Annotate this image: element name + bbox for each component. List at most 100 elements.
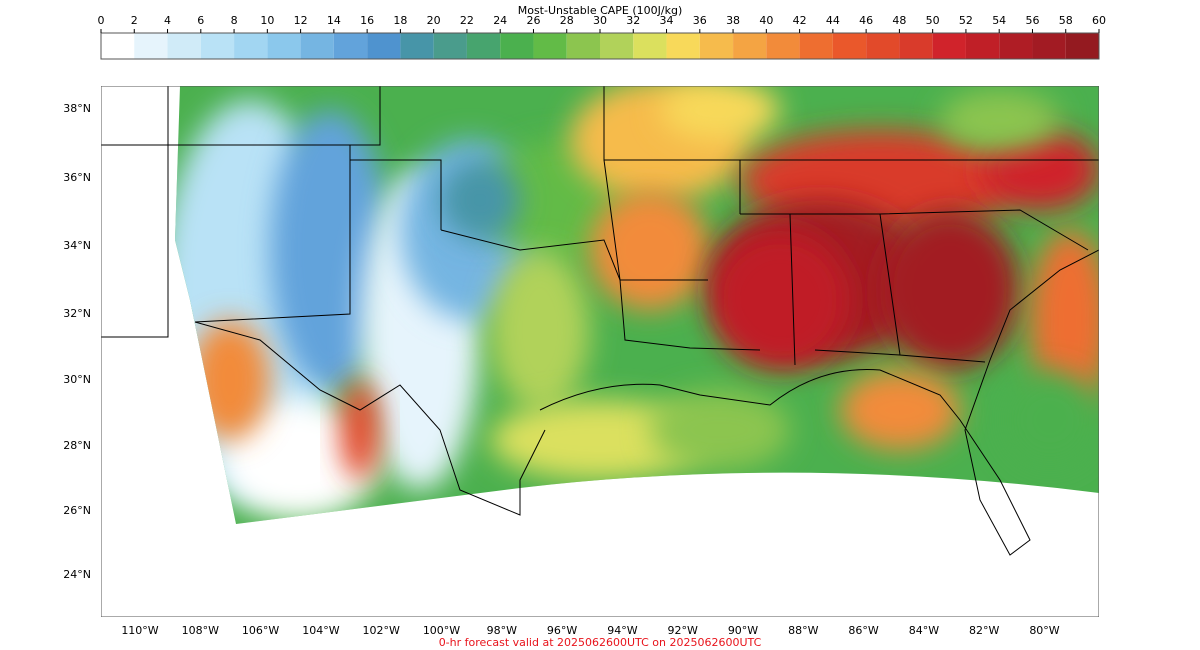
- colorbar-tick-label: 48: [892, 14, 906, 27]
- lon-label: 108°W: [182, 624, 219, 637]
- field-blob: [650, 390, 790, 470]
- field-blob: [980, 130, 1099, 210]
- field-blob: [340, 380, 380, 480]
- colorbar-bin: [766, 33, 800, 59]
- colorbar-bin: [733, 33, 767, 59]
- colorbar-bin: [134, 33, 168, 59]
- colorbar-bin: [899, 33, 933, 59]
- colorbar-tick-label: 24: [493, 14, 507, 27]
- colorbar-bin: [932, 33, 966, 59]
- colorbar-bin: [566, 33, 600, 59]
- lon-label: 84°W: [909, 624, 939, 637]
- lon-label: 80°W: [1029, 624, 1059, 637]
- map: [101, 86, 1099, 617]
- lon-label: 96°W: [547, 624, 577, 637]
- colorbar-tick-label: 0: [98, 14, 105, 27]
- lon-label: 90°W: [728, 624, 758, 637]
- lat-labels: 38°N 36°N 34°N 32°N 30°N 28°N 26°N 24°N: [63, 102, 91, 581]
- colorbar-tick-label: 52: [959, 14, 973, 27]
- colorbar-tick-label: 26: [526, 14, 540, 27]
- colorbar-bin: [433, 33, 467, 59]
- colorbar: 0 2 4 6 8 10 12 14 16 18 20 22 24 26 28 30 32 34 36 38 40 42 4…: [98, 14, 1106, 60]
- colorbar-tick-label: 8: [231, 14, 238, 27]
- colorbar-tick-label: 36: [693, 14, 707, 27]
- field-blob: [840, 370, 960, 450]
- colorbar-bin: [965, 33, 1000, 59]
- colorbar-tick-label: 6: [197, 14, 204, 27]
- field-blob: [490, 250, 590, 410]
- colorbar-tick-label: 60: [1092, 14, 1106, 27]
- colorbar-bin: [101, 33, 135, 59]
- lon-labels: 110°W 108°W 106°W 104°W 102°W 100°W 98°W 96°W 94…: [121, 624, 1059, 637]
- colorbar-tick-label: 4: [164, 14, 171, 27]
- field-blob: [940, 90, 1060, 150]
- footer: 0-hr forecast valid at 2025062600UTC on …: [439, 636, 762, 649]
- colorbar-tick-label: 30: [593, 14, 607, 27]
- colorbar-bin: [832, 33, 867, 59]
- lat-label: 26°N: [63, 504, 91, 517]
- lon-label: 82°W: [969, 624, 999, 637]
- colorbar-bin: [200, 33, 235, 59]
- lon-label: 98°W: [487, 624, 517, 637]
- colorbar-tick-label: 14: [327, 14, 341, 27]
- colorbar-tick-label: 40: [759, 14, 773, 27]
- colorbar-bin: [533, 33, 567, 59]
- field-blob: [710, 230, 850, 370]
- lat-label: 36°N: [63, 171, 91, 184]
- colorbar-tick-label: 28: [560, 14, 574, 27]
- lon-label: 94°W: [607, 624, 637, 637]
- field-blob: [880, 210, 1020, 370]
- colorbar-title: Most-Unstable CAPE (100J/kg): [518, 4, 683, 17]
- colorbar-bin: [167, 33, 201, 59]
- colorbar-tick-label: 56: [1025, 14, 1039, 27]
- field-blob: [1030, 230, 1099, 410]
- colorbar-bin: [367, 33, 401, 59]
- colorbar-tick-label: 44: [826, 14, 840, 27]
- colorbar-bin: [799, 33, 833, 59]
- field-blob: [660, 86, 780, 140]
- colorbar-bin: [1065, 33, 1099, 59]
- lon-label: 86°W: [848, 624, 878, 637]
- colorbar-tick-label: 42: [793, 14, 807, 27]
- colorbar-tick-label: 18: [393, 14, 407, 27]
- colorbar-bin: [699, 33, 734, 59]
- colorbar-bin: [500, 33, 534, 59]
- colorbar-bin: [666, 33, 700, 59]
- colorbar-bin: [1032, 33, 1066, 59]
- lat-label: 24°N: [63, 568, 91, 581]
- colorbar-tick-label: 38: [726, 14, 740, 27]
- lon-label: 92°W: [668, 624, 698, 637]
- colorbar-tick-label: 34: [660, 14, 674, 27]
- colorbar-tick-label: 22: [460, 14, 474, 27]
- colorbar-tick-label: 46: [859, 14, 873, 27]
- lon-label: 102°W: [363, 624, 400, 637]
- colorbar-bin: [333, 33, 368, 59]
- colorbar-tick-label: 16: [360, 14, 374, 27]
- lat-label: 28°N: [63, 439, 91, 452]
- cape-field: [175, 86, 1099, 524]
- colorbar-bin: [300, 33, 334, 59]
- colorbar-tick-label: 54: [992, 14, 1006, 27]
- colorbar-bin: [400, 33, 434, 59]
- lon-label: 88°W: [788, 624, 818, 637]
- colorbar-tick-label: 58: [1059, 14, 1073, 27]
- lon-label: 100°W: [423, 624, 460, 637]
- lon-label: 104°W: [302, 624, 339, 637]
- boundaries: [101, 86, 1099, 556]
- colorbar-bin: [999, 33, 1033, 59]
- colorbar-bin: [234, 33, 268, 59]
- colorbar-bin: [866, 33, 900, 59]
- colorbar-tick-label: 50: [926, 14, 940, 27]
- colorbar-bin: [600, 33, 634, 59]
- colorbar-tick-label: 2: [131, 14, 138, 27]
- colorbar-tick-label: 12: [294, 14, 308, 27]
- lat-label: 30°N: [63, 373, 91, 386]
- field-blob: [270, 110, 390, 390]
- colorbar-tick-label: 32: [626, 14, 640, 27]
- colorbar-bin: [466, 33, 501, 59]
- colorbar-bin: [633, 33, 667, 59]
- colorbar-tick-label: 10: [260, 14, 274, 27]
- lon-label: 110°W: [121, 624, 158, 637]
- field-blob: [440, 160, 520, 240]
- lat-label: 34°N: [63, 239, 91, 252]
